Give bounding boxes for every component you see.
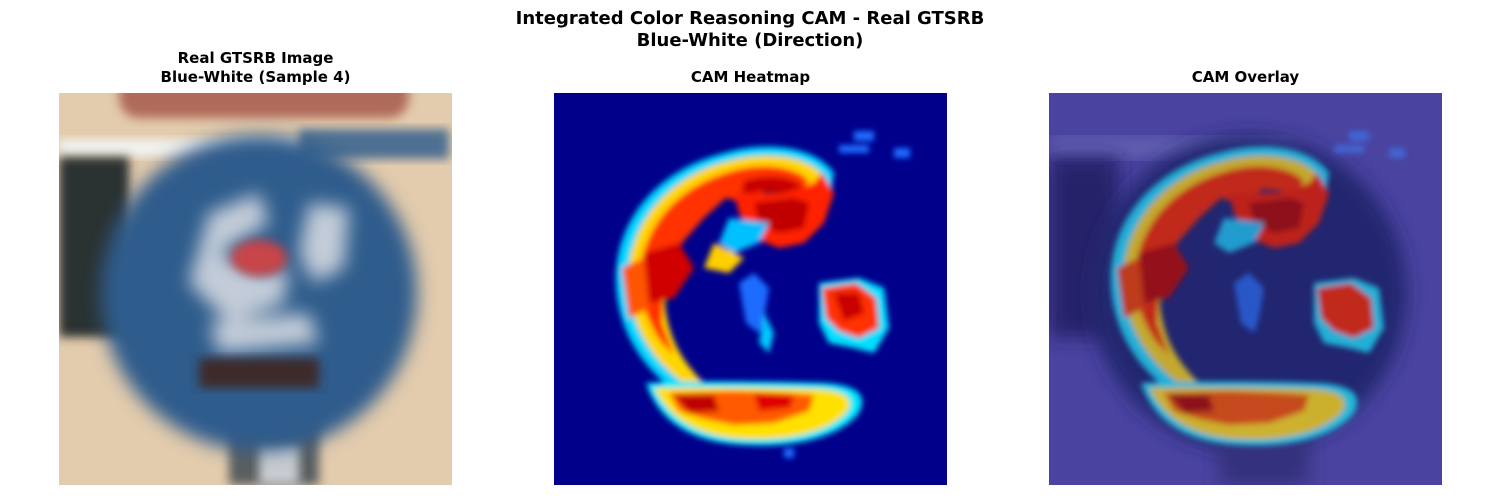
cam-heatmap: [554, 93, 947, 485]
real-image: [59, 93, 452, 485]
real-image-title: Real GTSRB Image Blue-White (Sample 4): [0, 49, 512, 87]
cam-overlay-panel: CAM Overlay: [1049, 68, 1442, 485]
cam-overlay-title: CAM Overlay: [989, 68, 1500, 87]
cam-overlay: [1049, 93, 1442, 485]
figure-title-line-2: Blue-White (Direction): [636, 30, 864, 51]
cam-heatmap-title-line-1: CAM Heatmap: [690, 68, 811, 86]
figure-title: Integrated Color Reasoning CAM - Real GT…: [0, 8, 1500, 52]
figure-title-line-1: Integrated Color Reasoning CAM - Real GT…: [515, 8, 985, 29]
real-image-title-line-1: Real GTSRB Image: [177, 49, 334, 67]
real-image-title-line-2: Blue-White (Sample 4): [160, 68, 351, 86]
cam-heatmap-title: CAM Heatmap: [494, 68, 1007, 87]
cam-heatmap-panel: CAM Heatmap: [554, 68, 947, 485]
cam-overlay-title-line-1: CAM Overlay: [1191, 68, 1300, 86]
real-image-panel: Real GTSRB Image Blue-White (Sample 4): [59, 49, 452, 485]
